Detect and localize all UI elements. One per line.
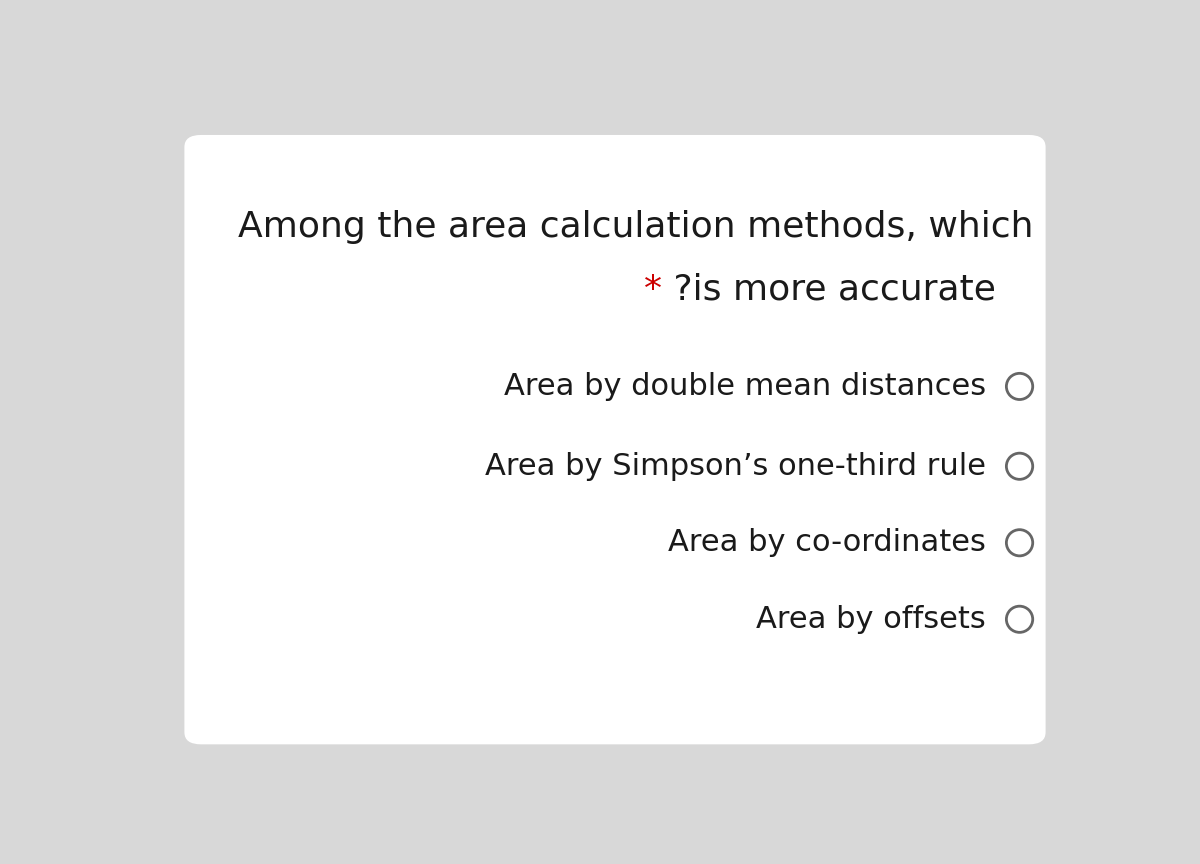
Text: Area by co-ordinates: Area by co-ordinates: [668, 528, 985, 557]
Text: *: *: [644, 273, 662, 307]
Text: Among the area calculation methods, which: Among the area calculation methods, whic…: [239, 210, 1034, 244]
Text: Area by double mean distances: Area by double mean distances: [504, 372, 985, 401]
FancyBboxPatch shape: [185, 135, 1045, 745]
Text: ?is more accurate: ?is more accurate: [662, 273, 996, 307]
Text: Area by offsets: Area by offsets: [756, 605, 985, 634]
Text: Area by Simpson’s one-third rule: Area by Simpson’s one-third rule: [485, 452, 985, 480]
